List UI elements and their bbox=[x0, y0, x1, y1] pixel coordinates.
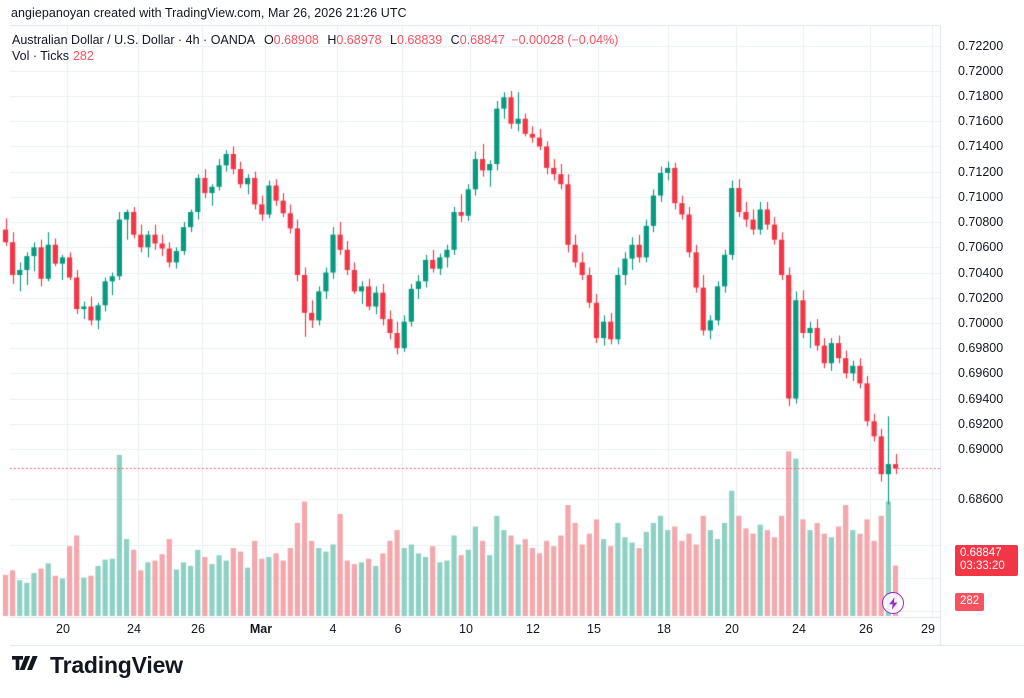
attribution-text: angiepanoyan created with TradingView.co… bbox=[11, 6, 407, 20]
legend-change: −0.00028 (−0.04%) bbox=[511, 33, 619, 47]
legend-high-key: H bbox=[327, 33, 337, 47]
current-price-badge[interactable]: 0.68847 03:33:20 bbox=[955, 545, 1018, 576]
legend-volume-row: Vol · Ticks 282 bbox=[12, 48, 618, 64]
legend-symbol-row: Australian Dollar / U.S. Dollar · 4h · O… bbox=[12, 32, 618, 48]
legend-open-value: 0.68908 bbox=[273, 33, 319, 47]
bar-countdown: 03:33:20 bbox=[960, 560, 1005, 572]
legend-volume-value: 282 bbox=[72, 49, 94, 63]
legend-close-key: C bbox=[450, 33, 460, 47]
current-volume-badge[interactable]: 282 bbox=[955, 593, 985, 611]
current-price-value: 0.68847 bbox=[960, 547, 1002, 559]
legend-exchange: OANDA bbox=[210, 33, 255, 47]
lightning-bolt-icon[interactable] bbox=[882, 592, 904, 614]
tradingview-logo-icon bbox=[12, 653, 42, 678]
footer-branding: TradingView bbox=[12, 653, 183, 678]
legend-volume-label[interactable]: Vol · Ticks bbox=[12, 49, 69, 63]
legend-low-key: L bbox=[390, 33, 397, 47]
chart-legend: Australian Dollar / U.S. Dollar · 4h · O… bbox=[12, 32, 618, 64]
legend-sep-2: · bbox=[199, 33, 211, 47]
tradingview-wordmark: TradingView bbox=[50, 652, 183, 678]
legend-interval[interactable]: 4h bbox=[185, 33, 200, 47]
legend-close-value: 0.68847 bbox=[459, 33, 505, 47]
legend-high-value: 0.68978 bbox=[336, 33, 382, 47]
legend-open-key: O bbox=[263, 33, 274, 47]
legend-low-value: 0.68839 bbox=[397, 33, 443, 47]
legend-symbol[interactable]: Australian Dollar / U.S. Dollar bbox=[12, 33, 175, 47]
legend-sep-1: · bbox=[174, 33, 186, 47]
